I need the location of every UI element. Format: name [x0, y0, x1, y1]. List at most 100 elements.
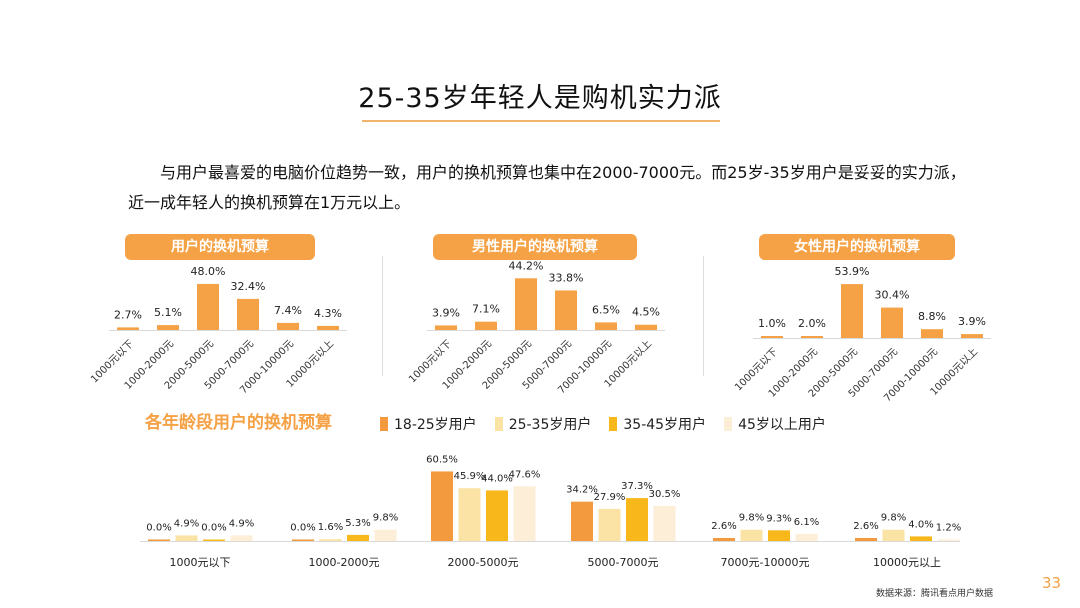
bar-value-label: 1.0% — [758, 317, 786, 330]
bar — [515, 278, 537, 330]
age-bar — [458, 488, 481, 541]
age-bar — [148, 539, 170, 541]
bar-value-label: 2.7% — [114, 308, 142, 321]
bar — [317, 325, 339, 330]
data-source: 数据来源：腾讯看点用户数据 — [876, 589, 994, 599]
age-bar-value-label: 47.6% — [509, 469, 541, 480]
age-bar — [653, 505, 676, 541]
bar — [197, 283, 219, 330]
age-bar-value-label: 45.9% — [454, 471, 486, 482]
bar — [435, 325, 457, 330]
age-bar — [713, 538, 735, 541]
bar — [801, 336, 823, 338]
age-bar-value-label: 0.0% — [146, 523, 171, 534]
age-bar-value-label: 9.3% — [766, 513, 791, 524]
legend-label: 25-35岁用户 — [508, 417, 592, 433]
bar-value-label: 8.8% — [918, 310, 946, 323]
bar-value-label: 7.1% — [472, 303, 500, 316]
chart-title-male-users: 男性用户的换机预算 — [433, 234, 637, 260]
bar-value-label: 3.9% — [958, 315, 986, 328]
bar-value-label: 7.4% — [274, 304, 302, 317]
bar — [921, 329, 943, 338]
legend-item-45-plus: 45岁以上用户 — [724, 414, 826, 434]
bar-value-label: 33.8% — [549, 271, 584, 284]
age-bar — [855, 538, 877, 541]
age-bar-value-label: 0.0% — [290, 523, 315, 534]
age-bar-value-label: 30.5% — [649, 489, 681, 500]
age-bar — [431, 471, 453, 541]
age-bar — [175, 535, 198, 541]
age-bar — [937, 539, 960, 541]
age-bar — [795, 533, 818, 541]
age-bar — [598, 508, 621, 541]
bar — [881, 307, 903, 338]
legend-item-35-45: 35-45岁用户 — [609, 414, 706, 434]
bar — [761, 336, 783, 338]
legend-label: 18-25岁用户 — [394, 417, 477, 433]
age-bar-value-label: 60.5% — [426, 454, 458, 465]
bar — [595, 322, 617, 330]
age-bar — [882, 529, 905, 541]
age-bar — [347, 534, 369, 541]
bar-value-label: 4.5% — [632, 306, 660, 319]
bar-value-label: 6.5% — [592, 303, 620, 316]
chart-title-all-users: 用户的换机预算 — [125, 234, 315, 260]
legend-swatch-icon — [609, 417, 618, 431]
bar — [117, 327, 139, 330]
legend-swatch-icon — [724, 417, 733, 431]
age-bar — [230, 535, 253, 541]
intro-paragraph: 与用户最喜爱的电脑价位趋势一致，用户的换机预算也集中在2000-7000元。而2… — [128, 163, 966, 212]
chart-title-female-users: 女性用户的换机预算 — [759, 234, 955, 260]
legend-item-18-25: 18-25岁用户 — [380, 414, 477, 434]
legend-swatch-icon — [380, 417, 388, 431]
bar — [237, 298, 259, 330]
age-bar-value-label: 0.0% — [201, 523, 226, 534]
bar — [555, 290, 577, 330]
age-category-label: 5000-7000元 — [588, 556, 659, 569]
bar — [961, 334, 983, 338]
age-bar — [513, 486, 536, 541]
age-bar-value-label: 44.0% — [481, 473, 513, 484]
bar-value-label: 53.9% — [835, 265, 870, 278]
legend-swatch-icon — [494, 417, 503, 431]
age-category-label: 7000元-10000元 — [721, 556, 810, 569]
age-bar-value-label: 9.8% — [739, 513, 764, 524]
bar-value-label: 5.1% — [154, 306, 182, 319]
bar-value-label: 32.4% — [231, 280, 266, 293]
bar — [157, 325, 179, 330]
page-number: 33 — [1042, 574, 1062, 592]
bar — [277, 322, 299, 330]
age-bar-value-label: 6.1% — [794, 517, 819, 528]
legend-label: 45岁以上用户 — [738, 417, 826, 433]
age-category-label: 1000-2000元 — [309, 556, 380, 569]
bar-value-label: 4.3% — [314, 307, 342, 320]
bar — [841, 284, 863, 338]
age-bar-value-label: 2.6% — [853, 521, 878, 532]
bar-value-label: 3.9% — [432, 306, 460, 319]
divider-right — [703, 256, 704, 376]
legend-item-25-35: 25-35岁用户 — [494, 414, 592, 434]
page-title: 25-35岁年轻人是购机实力派 — [358, 83, 722, 114]
age-chart-title: 各年龄段用户的换机预算 — [145, 413, 332, 433]
age-bar-value-label: 1.2% — [936, 523, 961, 534]
age-bar — [768, 530, 790, 541]
age-bar-value-label: 2.6% — [711, 521, 736, 532]
age-bar-value-label: 9.8% — [373, 513, 398, 524]
legend-label: 35-45岁用户 — [623, 417, 707, 433]
age-bar-value-label: 37.3% — [621, 481, 653, 492]
bar — [635, 324, 657, 330]
age-bar-value-label: 4.9% — [229, 518, 254, 529]
age-bar-value-label: 34.2% — [566, 485, 598, 496]
bar-value-label: 48.0% — [191, 265, 226, 278]
age-bar-value-label: 9.8% — [881, 513, 906, 524]
age-bar — [740, 529, 763, 541]
age-legend: 18-25岁用户 25-35岁用户 35-45岁用户 45岁以上用户 — [380, 414, 826, 434]
bar — [475, 321, 497, 330]
age-bar-value-label: 5.3% — [345, 518, 370, 529]
age-bar-value-label: 27.9% — [594, 492, 626, 503]
divider-left — [382, 256, 383, 376]
bar-value-label: 30.4% — [875, 289, 910, 302]
age-bar — [626, 498, 648, 541]
title-underline — [362, 120, 720, 122]
